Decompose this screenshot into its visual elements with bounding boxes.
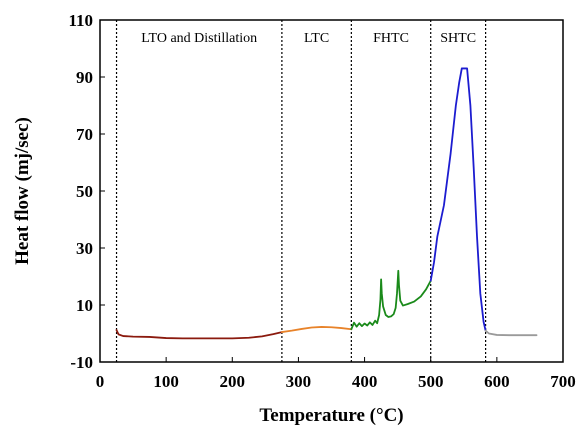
series-line-0 <box>115 329 283 340</box>
region-boundaries <box>115 20 487 362</box>
y-tick-label-4: 70 <box>76 125 93 144</box>
y-tick-label-0: -10 <box>70 353 93 372</box>
x-tick-label-4: 400 <box>352 372 378 391</box>
x-tick-label-2: 200 <box>220 372 246 391</box>
y-tick-label-2: 30 <box>76 239 93 258</box>
series-line-2 <box>350 269 432 331</box>
x-tick-label-5: 500 <box>418 372 444 391</box>
region-labels: LTO and Distillation LTC FHTC SHTC <box>141 31 476 46</box>
plot-area-frame <box>99 19 564 363</box>
axis-ticks: 0 100 200 300 400 500 600 700 -10 10 30 50 70 90 110 <box>68 11 575 391</box>
x-axis-title: Temperature (°C) <box>259 405 403 426</box>
y-tick-label-1: 10 <box>76 296 93 315</box>
y-tick-label-5: 90 <box>76 68 93 87</box>
x-tick-label-0: 0 <box>96 372 105 391</box>
region-label-2: FHTC <box>373 31 409 46</box>
series-line-3 <box>429 67 487 332</box>
region-label-0: LTO and Distillation <box>141 31 257 46</box>
y-axis-title: Heat flow (mj/sec) <box>12 117 33 265</box>
x-tick-label-3: 300 <box>286 372 312 391</box>
region-label-3: SHTC <box>440 31 476 46</box>
x-tick-label-7: 700 <box>550 372 576 391</box>
series-line-4 <box>484 329 538 337</box>
region-label-1: LTC <box>304 31 329 46</box>
series-line-1 <box>280 326 353 333</box>
data-series <box>115 67 538 340</box>
x-tick-label-6: 600 <box>484 372 510 391</box>
x-tick-label-1: 100 <box>153 372 179 391</box>
y-tick-label-6: 110 <box>68 11 93 30</box>
y-tick-label-3: 50 <box>76 182 93 201</box>
